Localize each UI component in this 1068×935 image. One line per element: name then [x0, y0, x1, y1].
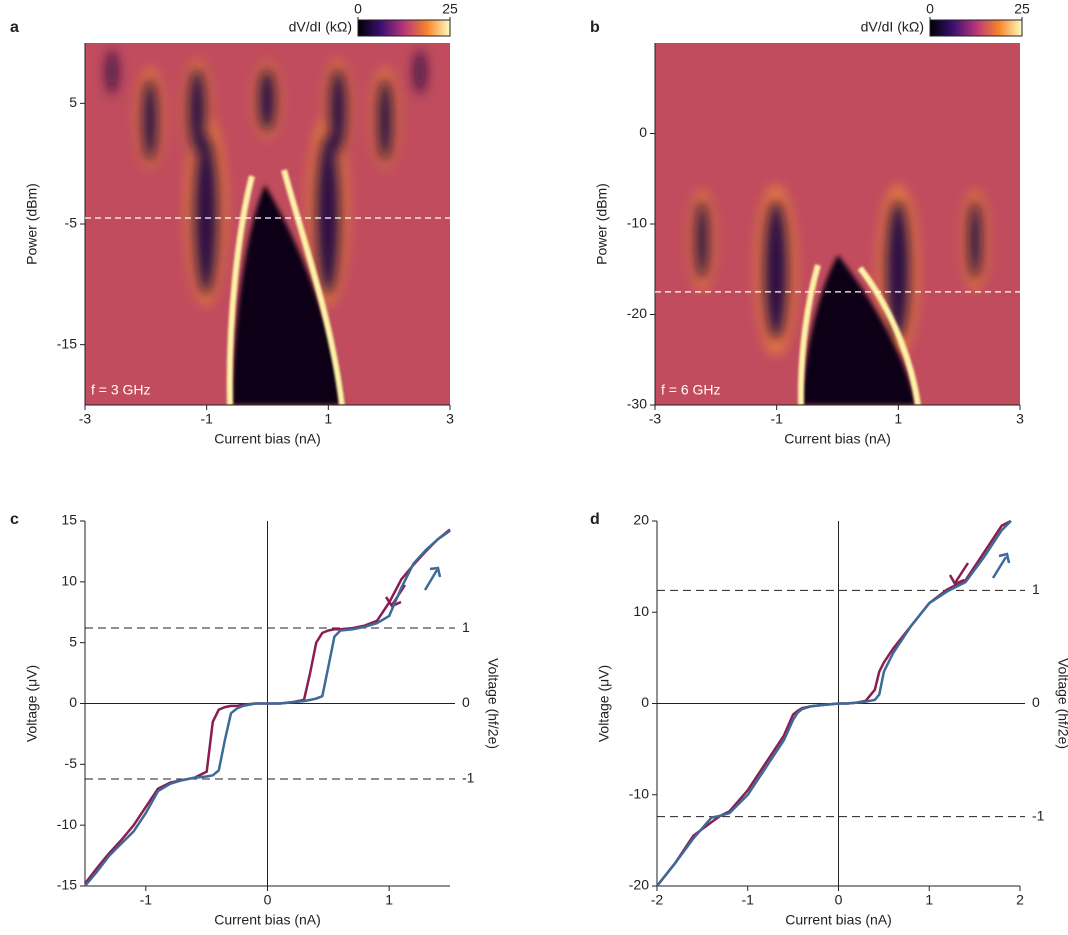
y2-tick-label: 0	[462, 694, 470, 710]
x-tick-label: -1	[200, 411, 213, 427]
y-axis-label: Voltage (μV)	[24, 665, 40, 742]
x-tick-label: 1	[385, 892, 393, 908]
x-tick-label: -3	[649, 411, 662, 427]
y-tick-label: -5	[65, 755, 78, 771]
y-tick-label: 10	[633, 603, 649, 619]
heatmap-image	[655, 43, 1020, 405]
y-tick-label: -20	[629, 877, 649, 893]
x-axis-label: Current bias (nA)	[214, 431, 321, 447]
panel-label: c	[10, 511, 19, 528]
y-tick-label: 10	[61, 573, 77, 589]
iv-curve	[84, 529, 451, 887]
y-tick-label: -10	[57, 816, 77, 832]
x-axis-label: Current bias (nA)	[214, 912, 321, 928]
x-tick-label: 3	[446, 411, 454, 427]
colorbar	[929, 19, 1023, 37]
x-tick-label: 2	[1016, 892, 1024, 908]
y-tick-label: 5	[69, 633, 77, 649]
x-tick-label: 1	[894, 411, 902, 427]
y-axis-label: Power (dBm)	[24, 183, 40, 265]
x-tick-label: -1	[140, 892, 153, 908]
x-tick-label: -3	[79, 411, 92, 427]
y2-tick-label: -1	[1032, 807, 1045, 823]
x-tick-label: 1	[324, 411, 332, 427]
y-tick-label: -30	[627, 396, 647, 412]
x-tick-label: 3	[1016, 411, 1024, 427]
annotation: f = 3 GHz	[91, 382, 151, 398]
y-tick-label: -10	[629, 785, 649, 801]
y-tick-label: 0	[69, 694, 77, 710]
y-tick-label: -15	[57, 335, 77, 351]
y-tick-label: -10	[627, 215, 647, 231]
colorbar-label: dV/dI (kΩ)	[861, 19, 924, 35]
colorbar-tick-label: 0	[354, 1, 362, 17]
heatmap-image	[85, 43, 450, 405]
x-tick-label: 0	[835, 892, 843, 908]
y2-tick-label: 1	[462, 619, 470, 635]
x-axis-label: Current bias (nA)	[784, 431, 891, 447]
colorbar-tick-label: 25	[442, 1, 458, 17]
y-tick-label: -20	[627, 305, 647, 321]
x-tick-label: 1	[925, 892, 933, 908]
iv-curve	[656, 520, 1012, 887]
annotation: f = 6 GHz	[661, 382, 721, 398]
panel-label: b	[590, 19, 600, 36]
y-tick-label: 20	[633, 512, 649, 528]
y2-axis-label: Voltage (hf/2e)	[1055, 658, 1068, 749]
y2-axis-label: Voltage (hf/2e)	[485, 658, 501, 749]
x-tick-label: -1	[770, 411, 783, 427]
colorbar	[357, 19, 451, 37]
y2-tick-label: -1	[462, 770, 475, 786]
y2-tick-label: 0	[1032, 694, 1040, 710]
colorbar-label: dV/dI (kΩ)	[289, 19, 352, 35]
y-tick-label: 15	[61, 512, 77, 528]
x-axis-label: Current bias (nA)	[785, 912, 892, 928]
panel-label: d	[590, 511, 600, 528]
x-tick-label: -1	[742, 892, 755, 908]
colorbar-tick-label: 25	[1014, 1, 1030, 17]
colorbar-tick-label: 0	[926, 1, 934, 17]
panel-label: a	[10, 19, 19, 36]
y-tick-label: 5	[69, 94, 77, 110]
y-tick-label: 0	[639, 124, 647, 140]
y-tick-label: 0	[641, 694, 649, 710]
y-axis-label: Voltage (μV)	[596, 665, 612, 742]
y-tick-label: -5	[65, 215, 78, 231]
x-tick-label: 0	[264, 892, 272, 908]
y-tick-label: -15	[57, 877, 77, 893]
x-tick-label: -2	[651, 892, 664, 908]
y2-tick-label: 1	[1032, 581, 1040, 597]
y-axis-label: Power (dBm)	[594, 183, 610, 265]
sweep-arrows	[384, 552, 1011, 608]
